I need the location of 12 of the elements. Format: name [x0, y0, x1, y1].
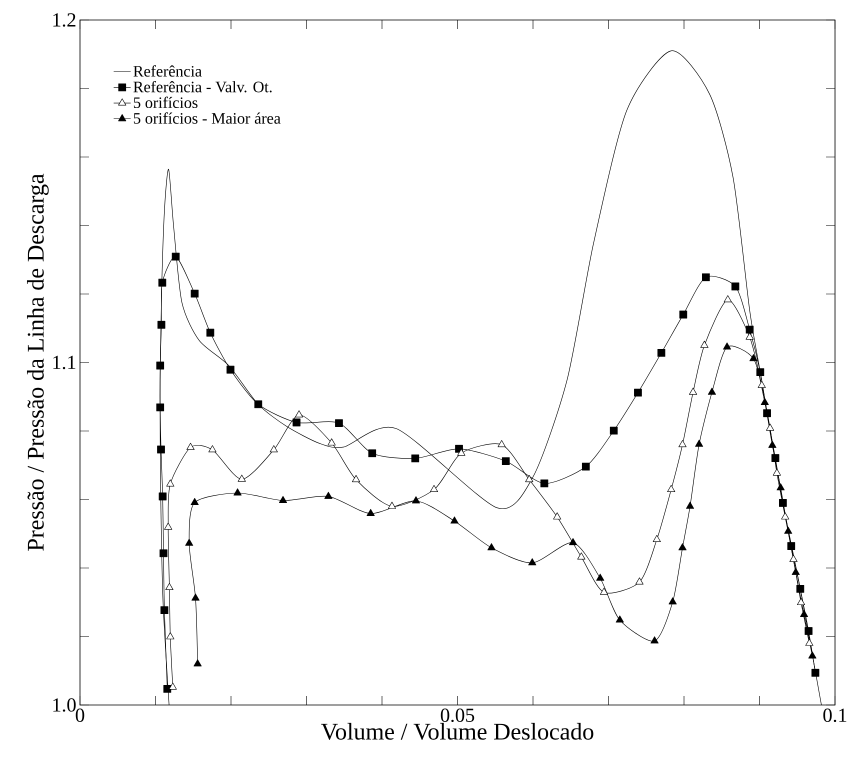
y-tick-label: 1.2: [53, 13, 76, 27]
legend-label: 5 orifícios - Maior área: [134, 112, 281, 124]
y-axis-title: Pressão / Pressão da Linha de Descarga: [26, 174, 49, 551]
x-tick-label: 0.05: [440, 708, 474, 722]
x-tick-label: 0.1: [823, 708, 846, 722]
y-tick-label: 1.0: [53, 698, 76, 712]
y-tick-label: 1.1: [53, 356, 76, 370]
x-tick-label: 0: [76, 708, 84, 722]
x-axis-title: Volume / Volume Deslocado: [321, 722, 594, 740]
legend-label: 5 orifícios: [134, 96, 198, 108]
legend-label: Referência: [133, 65, 202, 77]
legend-label: Referência - Valv. Ot.: [133, 80, 272, 92]
